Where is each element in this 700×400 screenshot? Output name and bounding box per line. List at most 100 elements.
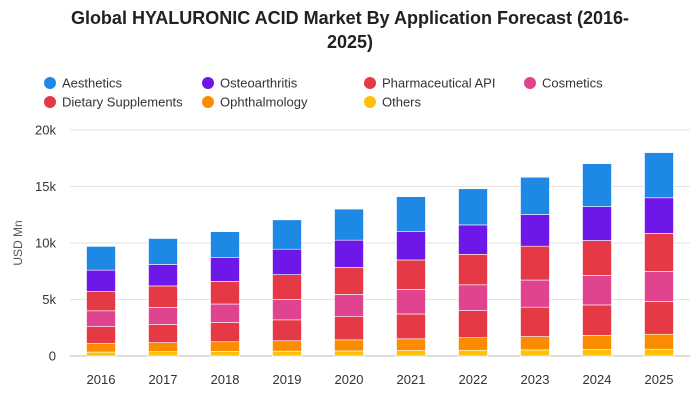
bar-2021-osteoarthritis (396, 231, 426, 261)
bar-2022-pharmaceutical-api (458, 254, 488, 286)
bar-2017-ophthalmology (148, 342, 178, 353)
bar-2017-osteoarthritis (148, 264, 178, 287)
bar-2023-dietary-supplements (520, 306, 550, 337)
bar-2022-others (458, 349, 488, 357)
x-tick-label: 2016 (87, 372, 116, 387)
legend-label-cosmetics: Cosmetics (542, 76, 603, 91)
chart-title-line-2: 2025) (326, 32, 374, 52)
bar-2018-ophthalmology (210, 341, 240, 352)
bar-2019-dietary-supplements (272, 319, 302, 342)
bar-2019-cosmetics (272, 299, 302, 321)
x-tick-label: 2018 (211, 372, 240, 387)
bar-2025-osteoarthritis (644, 197, 674, 234)
bar-2020-osteoarthritis (334, 239, 364, 268)
bars (86, 152, 674, 357)
x-tick-label: 2025 (645, 372, 674, 387)
bar-2022-dietary-supplements (458, 310, 488, 338)
bar-2024-ophthalmology (582, 335, 612, 350)
bar-2025-pharmaceutical-api (644, 233, 674, 272)
bar-2024-osteoarthritis (582, 206, 612, 241)
chart-title-line-1: Global HYALURONIC ACID Market By Applica… (70, 8, 630, 28)
bar-2023-aesthetics (520, 176, 550, 215)
bar-2024-cosmetics (582, 275, 612, 306)
chart-title: Global HYALURONIC ACID Market By Applica… (0, 6, 700, 54)
x-tick-label: 2020 (335, 372, 364, 387)
legend-label-aesthetics: Aesthetics (62, 76, 122, 91)
bar-2021-pharmaceutical-api (396, 259, 426, 290)
y-tick-label: 0 (49, 349, 56, 364)
bar-2020-ophthalmology (334, 339, 364, 352)
bar-2016-osteoarthritis (86, 269, 116, 292)
bar-2019-osteoarthritis (272, 248, 302, 275)
bar-2019-others (272, 350, 302, 357)
bar-2018-cosmetics (210, 303, 240, 323)
bar-2017-pharmaceutical-api (148, 285, 178, 308)
legend-marker-dietary-supplements (44, 96, 56, 108)
bar-2016-others (86, 351, 116, 357)
bar-2025-dietary-supplements (644, 301, 674, 335)
legend-marker-pharmaceutical-api (364, 77, 376, 89)
bar-2020-dietary-supplements (334, 316, 364, 341)
legend-marker-osteoarthritis (202, 77, 214, 89)
legend-marker-cosmetics (524, 77, 536, 89)
bar-2022-ophthalmology (458, 337, 488, 351)
bar-2018-others (210, 351, 240, 357)
bar-2025-others (644, 348, 674, 357)
bar-2018-aesthetics (210, 231, 240, 258)
x-tick-label: 2022 (459, 372, 488, 387)
bar-2020-others (334, 350, 364, 357)
bar-2018-osteoarthritis (210, 257, 240, 282)
bar-2017-dietary-supplements (148, 324, 178, 343)
bar-2023-others (520, 349, 550, 357)
legend-label-pharmaceutical-api: Pharmaceutical API (382, 76, 495, 91)
bar-2017-others (148, 351, 178, 357)
bar-2024-others (582, 349, 612, 357)
bar-2018-pharmaceutical-api (210, 281, 240, 305)
bar-2022-osteoarthritis (458, 224, 488, 255)
bar-2017-cosmetics (148, 307, 178, 325)
bar-2019-pharmaceutical-api (272, 274, 302, 300)
bar-2016-dietary-supplements (86, 326, 116, 344)
legend-marker-others (364, 96, 376, 108)
bar-2020-cosmetics (334, 294, 364, 317)
legend-label-dietary-supplements: Dietary Supplements (62, 95, 183, 110)
bar-2023-ophthalmology (520, 336, 550, 351)
x-tick-label: 2021 (397, 372, 426, 387)
bar-2025-ophthalmology (644, 333, 674, 350)
legend-label-osteoarthritis: Osteoarthritis (220, 76, 298, 91)
bar-2018-dietary-supplements (210, 322, 240, 343)
bar-2021-ophthalmology (396, 338, 426, 351)
x-tick-label: 2023 (521, 372, 550, 387)
bar-2024-dietary-supplements (582, 304, 612, 336)
bar-2022-cosmetics (458, 284, 488, 311)
y-axis: 0 5k 10k 15k 20k (35, 123, 56, 364)
bar-2019-aesthetics (272, 219, 302, 250)
y-tick-label: 15k (35, 179, 56, 194)
y-axis-label: USD Mn (11, 220, 25, 265)
legend: Aesthetics Osteoarthritis Pharmaceutical A… (44, 76, 603, 110)
bar-2020-pharmaceutical-api (334, 266, 364, 295)
bar-2021-cosmetics (396, 289, 426, 315)
y-tick-label: 20k (35, 123, 56, 138)
legend-label-ophthalmology: Ophthalmology (220, 95, 308, 110)
bar-2025-aesthetics (644, 152, 674, 199)
bar-2023-cosmetics (520, 279, 550, 308)
bar-2025-cosmetics (644, 271, 674, 302)
bar-2024-aesthetics (582, 163, 612, 207)
x-tick-label: 2017 (149, 372, 178, 387)
bar-2019-ophthalmology (272, 340, 302, 352)
bar-2016-cosmetics (86, 310, 116, 327)
bar-2020-aesthetics (334, 208, 364, 241)
bar-2021-others (396, 350, 426, 357)
x-tick-label: 2019 (273, 372, 302, 387)
bar-2016-pharmaceutical-api (86, 291, 116, 312)
bar-2023-pharmaceutical-api (520, 245, 550, 281)
legend-label-others: Others (382, 95, 422, 110)
x-axis: 2016 2017 2018 2019 2020 2021 2022 2023 2024 2025 (87, 372, 674, 387)
bar-2021-dietary-supplements (396, 313, 426, 340)
legend-marker-ophthalmology (202, 96, 214, 108)
bar-2021-aesthetics (396, 196, 426, 232)
bar-2016-ophthalmology (86, 343, 116, 353)
